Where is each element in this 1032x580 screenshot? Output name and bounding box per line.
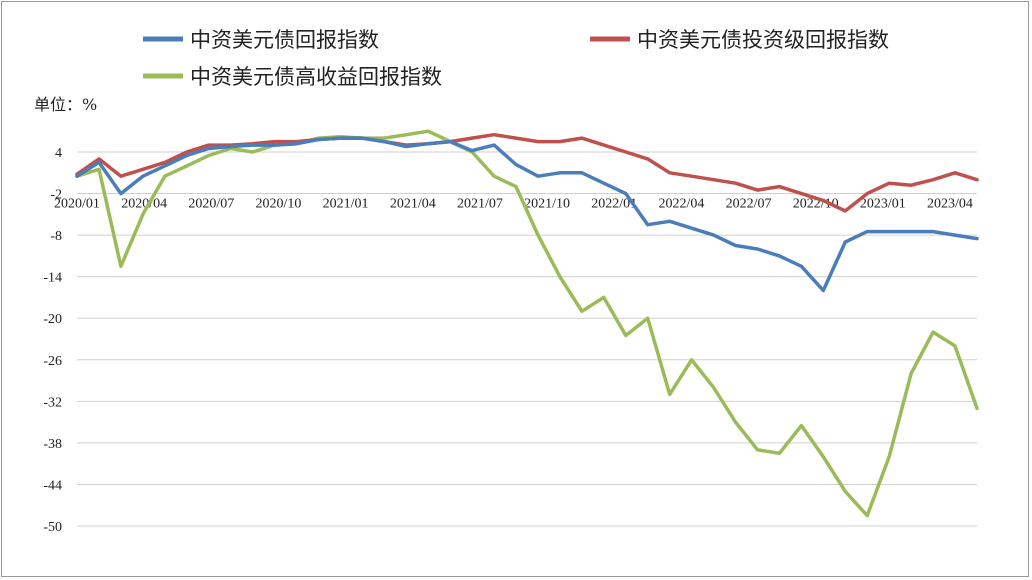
x-tick-label: 2021/01 bbox=[323, 197, 369, 212]
series-line-2 bbox=[75, 129, 979, 518]
series-line-0 bbox=[75, 136, 979, 293]
y-tick-label: -38 bbox=[43, 437, 62, 452]
x-tick-label: 2021/04 bbox=[390, 197, 436, 212]
x-tick-label: 2020/10 bbox=[256, 197, 302, 212]
y-tick-label: -14 bbox=[43, 271, 62, 286]
x-tick-label: 2020/01 bbox=[54, 197, 100, 212]
y-tick-label: 4 bbox=[55, 146, 62, 161]
y-axis-ticks: 4 -2 -8 -14 -20 -26 -32 -38 -44 -50 bbox=[43, 146, 62, 535]
x-tick-label: 2021/10 bbox=[524, 197, 570, 212]
x-tick-label: 2020/04 bbox=[121, 197, 167, 212]
y-tick-label: -20 bbox=[43, 312, 62, 327]
x-axis-ticks: 2020/01 2020/04 2020/07 2020/10 2021/01 2021/… bbox=[54, 197, 973, 212]
y-tick-label: -8 bbox=[50, 229, 62, 244]
x-tick-label: 2023/01 bbox=[860, 197, 906, 212]
x-tick-label: 2020/07 bbox=[188, 197, 234, 212]
x-tick-label: 2022/10 bbox=[793, 197, 839, 212]
y-tick-label: -32 bbox=[43, 395, 62, 410]
y-tick-label: -26 bbox=[43, 354, 62, 369]
series-lines bbox=[75, 129, 979, 518]
x-tick-label: 2022/04 bbox=[658, 197, 704, 212]
x-tick-label: 2021/07 bbox=[457, 197, 503, 212]
gridlines bbox=[77, 151, 977, 527]
x-tick-label: 2022/07 bbox=[726, 197, 772, 212]
y-tick-label: -2 bbox=[50, 188, 62, 203]
x-tick-label: 2023/04 bbox=[927, 197, 973, 212]
x-tick-label: 2022/01 bbox=[591, 197, 637, 212]
unit-label: 单位：% bbox=[34, 95, 97, 114]
legend: 中资美元债回报指数 中资美元债投资级回报指数 中资美元债高收益回报指数 bbox=[143, 28, 889, 89]
legend-label-high-yield: 中资美元债高收益回报指数 bbox=[190, 65, 442, 89]
legend-label-investment-grade: 中资美元债投资级回报指数 bbox=[637, 28, 889, 52]
y-tick-label: -50 bbox=[43, 520, 62, 535]
legend-label-total: 中资美元债回报指数 bbox=[190, 28, 379, 52]
y-tick-label: -44 bbox=[43, 478, 62, 493]
